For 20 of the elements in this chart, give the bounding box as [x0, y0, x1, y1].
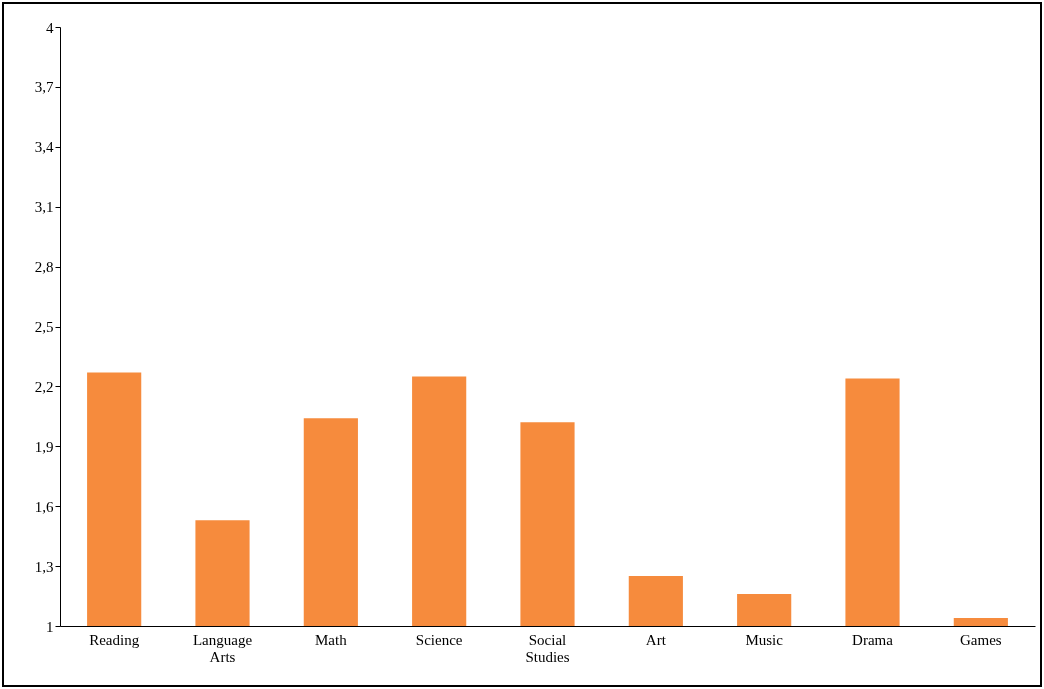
x-tick-label: Games [960, 631, 1002, 648]
y-tick-label: 2,5 [34, 319, 54, 335]
x-tick-label: Drama [852, 631, 894, 648]
y-tick-label: 1 [46, 618, 54, 635]
x-tick-label: Science [415, 631, 463, 648]
y-tick-label: 1,9 [34, 438, 54, 455]
y-tick-label: 1,3 [34, 558, 54, 575]
x-tick-label: Reading [89, 631, 140, 648]
x-tick-label: Social Studies [525, 631, 570, 665]
y-tick-label: 3,1 [34, 199, 54, 216]
y-tick-label: 3,7 [34, 79, 54, 96]
y-tick-label: 3,4 [34, 139, 54, 156]
x-tick-label: Math [315, 631, 348, 648]
y-tick-label: 1,6 [34, 498, 54, 515]
x-tick-label: Art [645, 631, 667, 648]
x-tick-label: Music [745, 631, 784, 648]
y-tick-label: 2,8 [34, 259, 54, 276]
y-tick-label: 4 [46, 19, 54, 36]
y-tick-label: 2,2 [34, 378, 54, 395]
x-tick-label: Language Arts [192, 631, 253, 665]
